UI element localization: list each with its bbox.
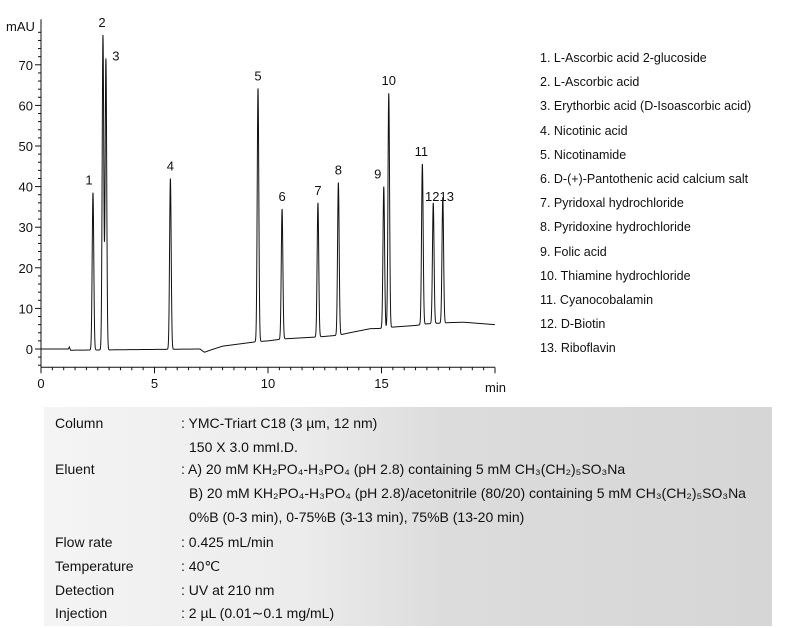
y-tick-label: 30 (19, 220, 33, 235)
peak-label: 10 (382, 73, 396, 88)
x-tick-label: 10 (261, 376, 275, 391)
peak-label: 7 (314, 183, 321, 198)
eluent-b: B) 20 mM KH₂PO₄-H₃PO₄ (pH 2.8)/acetonitr… (189, 485, 746, 501)
detection-value: : UV at 210 nm (181, 582, 275, 598)
eluent-a: : A) 20 mM KH₂PO₄-H₃PO₄ (pH 2.8) contain… (181, 461, 626, 477)
column-label: Column (55, 415, 104, 431)
peak-label: 12 (425, 189, 439, 204)
x-tick-label: 5 (151, 376, 158, 391)
legend-item: 11. Cyanocobalamin (540, 292, 654, 307)
legend-item: 10. Thiamine hydrochloride (540, 268, 691, 283)
legend-item: 1. L-Ascorbic acid 2-glucoside (540, 51, 707, 65)
y-tick-label: 10 (19, 301, 33, 316)
peak-label: 2 (98, 15, 105, 30)
legend-item: 9. Folic acid (540, 244, 607, 259)
peak-legend: 1. L-Ascorbic acid 2-glucoside 2. L-Asco… (540, 49, 751, 363)
injection-label: Injection (55, 605, 108, 621)
y-axis-label: mAU (6, 19, 35, 34)
legend-item: 13. Riboflavin (540, 341, 616, 356)
temperature-value: : 40℃ (181, 558, 221, 574)
legend-item: 6. D-(+)-Pantothenic acid calcium salt (540, 171, 749, 186)
legend-item: 7. Pyridoxal hydrochloride (540, 196, 684, 211)
peak-label: 8 (335, 163, 342, 178)
y-tick-label: 50 (19, 139, 33, 154)
y-tick-label: 0 (26, 342, 33, 357)
legend-item: 5. Nicotinamide (540, 147, 627, 162)
gradient: 0%B (0-3 min), 0-75%B (3-13 min), 75%B (… (189, 509, 525, 525)
conditions-panel: Column : YMC-Triart C18 (3 µm, 12 nm) 150… (44, 407, 772, 626)
chromatogram-trace (41, 34, 495, 353)
y-tick-label: 20 (19, 261, 33, 276)
flow-value: : 0.425 mL/min (181, 534, 274, 550)
peak-label: 5 (254, 68, 261, 83)
peak-label: 13 (440, 189, 454, 204)
legend-item: 4. Nicotinic acid (540, 123, 628, 138)
y-tick-label: 40 (19, 180, 33, 195)
x-tick-label: 15 (374, 376, 388, 391)
detection-label: Detection (55, 582, 115, 598)
x-tick-label: 0 (37, 376, 44, 391)
y-tick-label: 70 (19, 58, 33, 73)
column-dimensions: 150 X 3.0 mmI.D. (189, 439, 298, 455)
legend-item: 2. L-Ascorbic acid (540, 75, 640, 90)
peak-label: 4 (167, 158, 174, 173)
y-tick-label: 60 (19, 98, 33, 113)
legend-item: 3. Erythorbic acid (D-Isoascorbic acid) (540, 99, 752, 114)
legend-item: 12. D-Biotin (540, 317, 606, 332)
legend-item: 8. Pyridoxine hydrochloride (540, 220, 691, 235)
peak-label: 11 (415, 144, 429, 159)
peak-label: 1 (85, 173, 92, 188)
injection-value: : 2 µL (0.01∼0.1 mg/mL) (181, 605, 335, 621)
flow-label: Flow rate (55, 534, 113, 550)
x-axis-label: min (485, 380, 506, 395)
column-value: : YMC-Triart C18 (3 µm, 12 nm) (181, 415, 378, 431)
peak-label: 3 (112, 49, 119, 64)
peak-label: 6 (278, 189, 285, 204)
temperature-label: Temperature (55, 558, 134, 574)
eluent-label: Eluent (55, 461, 95, 477)
peak-label: 9 (374, 167, 381, 182)
